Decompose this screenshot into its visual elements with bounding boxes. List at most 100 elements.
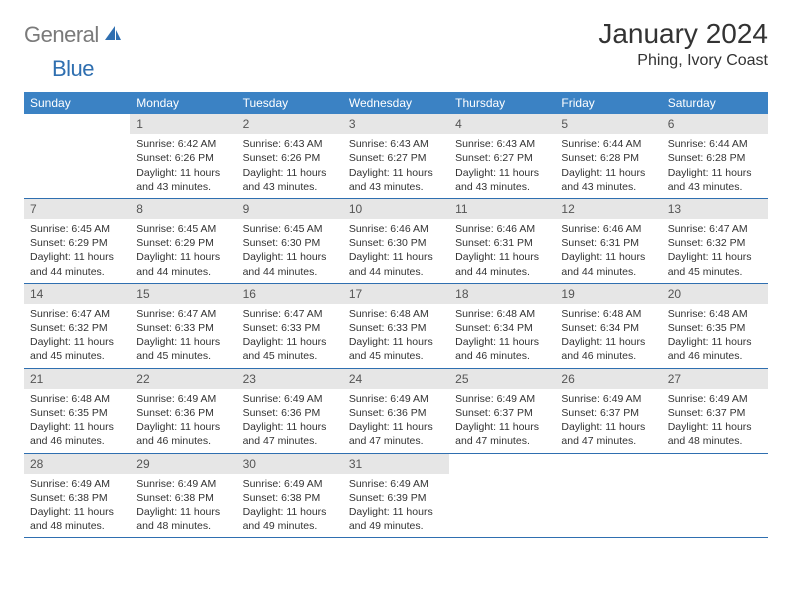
day-cell: 30Sunrise: 6:49 AMSunset: 6:38 PMDayligh… <box>237 454 343 538</box>
day-details: Sunrise: 6:49 AMSunset: 6:37 PMDaylight:… <box>555 389 661 453</box>
daylight-text-2: and 43 minutes. <box>455 180 549 194</box>
day-cell: 31Sunrise: 6:49 AMSunset: 6:39 PMDayligh… <box>343 454 449 538</box>
daylight-text-1: Daylight: 11 hours <box>349 166 443 180</box>
day-details: Sunrise: 6:48 AMSunset: 6:33 PMDaylight:… <box>343 304 449 368</box>
sunset-text: Sunset: 6:28 PM <box>668 151 762 165</box>
sunrise-text: Sunrise: 6:43 AM <box>455 137 549 151</box>
sunset-text: Sunset: 6:26 PM <box>243 151 337 165</box>
sunrise-text: Sunrise: 6:44 AM <box>668 137 762 151</box>
month-title: January 2024 <box>598 18 768 50</box>
sunset-text: Sunset: 6:36 PM <box>243 406 337 420</box>
daylight-text-1: Daylight: 11 hours <box>136 250 230 264</box>
daylight-text-2: and 44 minutes. <box>136 265 230 279</box>
sunset-text: Sunset: 6:37 PM <box>455 406 549 420</box>
sunset-text: Sunset: 6:38 PM <box>136 491 230 505</box>
day-number: 9 <box>237 199 343 219</box>
day-cell: 9Sunrise: 6:45 AMSunset: 6:30 PMDaylight… <box>237 199 343 283</box>
day-details: Sunrise: 6:48 AMSunset: 6:34 PMDaylight:… <box>449 304 555 368</box>
daylight-text-1: Daylight: 11 hours <box>136 505 230 519</box>
sunrise-text: Sunrise: 6:43 AM <box>243 137 337 151</box>
sunrise-text: Sunrise: 6:45 AM <box>243 222 337 236</box>
day-number: 6 <box>662 114 768 134</box>
daylight-text-1: Daylight: 11 hours <box>30 335 124 349</box>
day-details: Sunrise: 6:49 AMSunset: 6:36 PMDaylight:… <box>343 389 449 453</box>
day-number: 26 <box>555 369 661 389</box>
day-details: Sunrise: 6:49 AMSunset: 6:38 PMDaylight:… <box>237 474 343 538</box>
weeks-container: 1 Sunrise: 6:42 AM Sunset: 6:26 PM Daylight… <box>24 114 768 538</box>
sunrise-text: Sunrise: 6:47 AM <box>668 222 762 236</box>
daylight-text-2: and 45 minutes. <box>30 349 124 363</box>
day-number: 3 <box>343 114 449 134</box>
day-cell: 13Sunrise: 6:47 AMSunset: 6:32 PMDayligh… <box>662 199 768 283</box>
day-cell: 12Sunrise: 6:46 AMSunset: 6:31 PMDayligh… <box>555 199 661 283</box>
day-number: 10 <box>343 199 449 219</box>
daylight-text-1: Daylight: 11 hours <box>349 420 443 434</box>
daylight-text-2: and 43 minutes. <box>349 180 443 194</box>
sunset-text: Sunset: 6:30 PM <box>349 236 443 250</box>
day-details: Sunrise: 6:44 AMSunset: 6:28 PMDaylight:… <box>555 134 661 198</box>
day-number: 20 <box>662 284 768 304</box>
day-number: 16 <box>237 284 343 304</box>
daylight-text-1: Daylight: 11 hours <box>561 420 655 434</box>
sunset-text: Sunset: 6:29 PM <box>136 236 230 250</box>
day-cell: 8Sunrise: 6:45 AMSunset: 6:29 PMDaylight… <box>130 199 236 283</box>
day-cell: 25Sunrise: 6:49 AMSunset: 6:37 PMDayligh… <box>449 369 555 453</box>
empty-cell <box>662 454 768 538</box>
day-details: Sunrise: 6:49 AMSunset: 6:38 PMDaylight:… <box>24 474 130 538</box>
daylight-text-1: Daylight: 11 hours <box>455 335 549 349</box>
sunset-text: Sunset: 6:35 PM <box>30 406 124 420</box>
daylight-text-2: and 47 minutes. <box>455 434 549 448</box>
sunrise-text: Sunrise: 6:49 AM <box>243 477 337 491</box>
daylight-text-2: and 45 minutes. <box>136 349 230 363</box>
day-cell: 3Sunrise: 6:43 AMSunset: 6:27 PMDaylight… <box>343 114 449 198</box>
week-row: 1 Sunrise: 6:42 AM Sunset: 6:26 PM Daylight… <box>24 114 768 199</box>
day-cell: 6Sunrise: 6:44 AMSunset: 6:28 PMDaylight… <box>662 114 768 198</box>
day-cell: 2Sunrise: 6:43 AMSunset: 6:26 PMDaylight… <box>237 114 343 198</box>
daylight-text-1: Daylight: 11 hours <box>30 250 124 264</box>
sunset-text: Sunset: 6:31 PM <box>455 236 549 250</box>
day-details: Sunrise: 6:47 AMSunset: 6:33 PMDaylight:… <box>130 304 236 368</box>
sunset-text: Sunset: 6:35 PM <box>668 321 762 335</box>
day-number: 18 <box>449 284 555 304</box>
sunrise-text: Sunrise: 6:49 AM <box>455 392 549 406</box>
daylight-text-2: and 46 minutes. <box>136 434 230 448</box>
day-number: 1 <box>130 114 236 134</box>
day-cell: 29Sunrise: 6:49 AMSunset: 6:38 PMDayligh… <box>130 454 236 538</box>
daylight-text-2: and 47 minutes. <box>561 434 655 448</box>
sunrise-text: Sunrise: 6:48 AM <box>349 307 443 321</box>
sunrise-text: Sunrise: 6:43 AM <box>349 137 443 151</box>
daylight-text-2: and 47 minutes. <box>243 434 337 448</box>
daylight-text-2: and 43 minutes. <box>561 180 655 194</box>
weekday-label: Wednesday <box>343 92 449 114</box>
sunrise-text: Sunrise: 6:49 AM <box>668 392 762 406</box>
sunrise-text: Sunrise: 6:42 AM <box>136 137 230 151</box>
sunrise-text: Sunrise: 6:49 AM <box>136 392 230 406</box>
day-number: 12 <box>555 199 661 219</box>
sunset-text: Sunset: 6:37 PM <box>668 406 762 420</box>
daylight-text-1: Daylight: 11 hours <box>30 420 124 434</box>
day-number: 28 <box>24 454 130 474</box>
daylight-text-1: Daylight: 11 hours <box>561 250 655 264</box>
day-details: Sunrise: 6:48 AMSunset: 6:35 PMDaylight:… <box>662 304 768 368</box>
day-number: 21 <box>24 369 130 389</box>
day-number: 15 <box>130 284 236 304</box>
day-number: 19 <box>555 284 661 304</box>
day-cell: 14Sunrise: 6:47 AMSunset: 6:32 PMDayligh… <box>24 284 130 368</box>
sunrise-text: Sunrise: 6:46 AM <box>561 222 655 236</box>
day-cell: 20Sunrise: 6:48 AMSunset: 6:35 PMDayligh… <box>662 284 768 368</box>
daylight-text-1: Daylight: 11 hours <box>349 335 443 349</box>
week-row: 28Sunrise: 6:49 AMSunset: 6:38 PMDayligh… <box>24 454 768 539</box>
day-number: 14 <box>24 284 130 304</box>
day-number: 8 <box>130 199 236 219</box>
daylight-text-2: and 48 minutes. <box>136 519 230 533</box>
week-row: 14Sunrise: 6:47 AMSunset: 6:32 PMDayligh… <box>24 284 768 369</box>
day-details: Sunrise: 6:45 AMSunset: 6:30 PMDaylight:… <box>237 219 343 283</box>
daylight-text-2: and 43 minutes. <box>136 180 230 194</box>
daylight-text-2: and 46 minutes. <box>561 349 655 363</box>
sunrise-text: Sunrise: 6:47 AM <box>136 307 230 321</box>
day-details: Sunrise: 6:43 AMSunset: 6:27 PMDaylight:… <box>449 134 555 198</box>
day-cell: 17Sunrise: 6:48 AMSunset: 6:33 PMDayligh… <box>343 284 449 368</box>
daylight-text-2: and 45 minutes. <box>349 349 443 363</box>
daylight-text-2: and 48 minutes. <box>30 519 124 533</box>
weekday-label: Thursday <box>449 92 555 114</box>
